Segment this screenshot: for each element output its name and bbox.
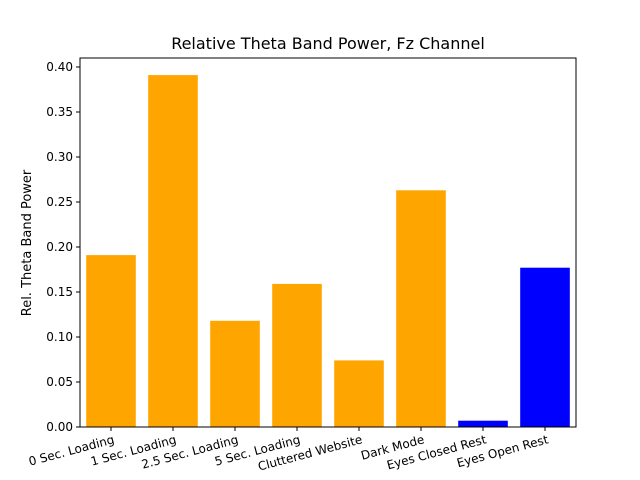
y-tick-label: 0.20: [46, 240, 73, 254]
y-tick-label: 0.15: [46, 285, 73, 299]
bar-1: [148, 75, 198, 427]
y-tick-label: 0.05: [46, 375, 73, 389]
bar-3: [272, 283, 322, 427]
y-axis-label: Rel. Theta Band Power: [20, 169, 35, 316]
y-tick-label: 0.00: [46, 420, 73, 434]
bar-7: [520, 267, 570, 427]
bars-group: [86, 75, 570, 427]
bar-5: [396, 190, 446, 427]
y-tick-label: 0.40: [46, 60, 73, 74]
y-tick-label: 0.30: [46, 150, 73, 164]
bar-2: [210, 320, 260, 427]
bar-4: [334, 360, 384, 427]
y-tick-label: 0.35: [46, 105, 73, 119]
bar-6: [458, 420, 508, 427]
y-ticks-group: 0.00 0.05 0.10 0.15 0.20 0.25 0.30 0.35 0.40: [46, 60, 80, 434]
plot-frame: [79, 57, 577, 428]
bar-0: [86, 255, 136, 427]
y-tick-label: 0.25: [46, 195, 73, 209]
y-tick-label: 0.10: [46, 330, 73, 344]
chart-title: Relative Theta Band Power, Fz Channel: [171, 34, 485, 53]
